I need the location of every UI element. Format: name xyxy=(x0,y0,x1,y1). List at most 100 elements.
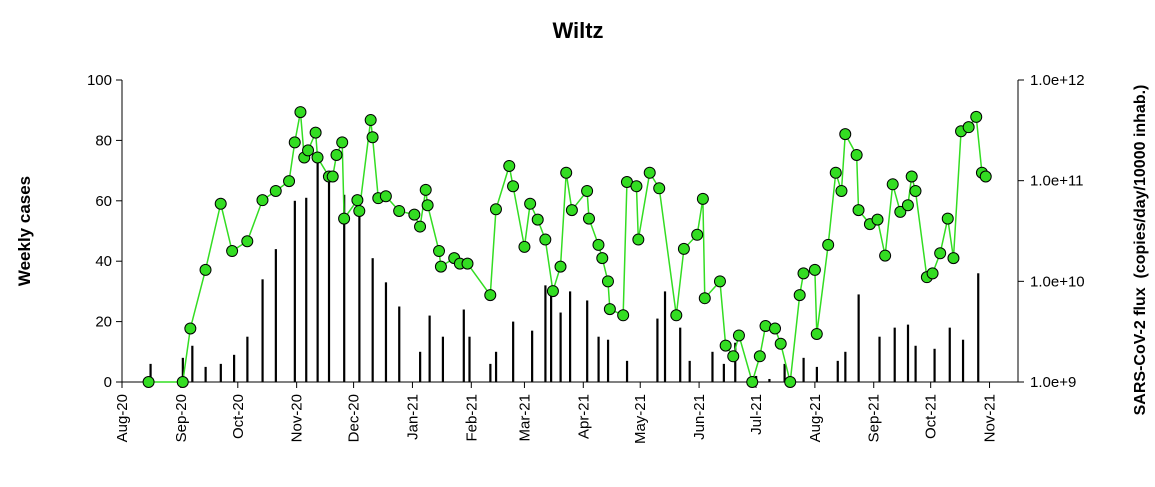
flux-point xyxy=(691,228,704,241)
bar xyxy=(783,363,786,382)
flux-point xyxy=(698,292,711,305)
y-tick-label: 20 xyxy=(95,314,112,331)
x-tick-label: Mar-21 xyxy=(516,394,533,442)
x-tick-label: Oct-21 xyxy=(923,394,940,439)
bar xyxy=(663,291,667,382)
flux-point xyxy=(774,337,787,350)
bar xyxy=(711,351,714,382)
flux-point xyxy=(852,204,865,217)
flux-point xyxy=(696,192,709,205)
y2-tick-label: 1.0e+10 xyxy=(1030,273,1085,290)
flux-point xyxy=(366,131,379,144)
bar xyxy=(468,336,471,382)
bar xyxy=(569,291,572,382)
flux-point xyxy=(461,257,474,270)
flux-point xyxy=(336,136,349,149)
bar xyxy=(893,327,896,382)
flux-point xyxy=(302,144,315,157)
bar xyxy=(857,294,860,382)
flux-point xyxy=(947,252,960,265)
flux-point xyxy=(433,245,446,258)
bar xyxy=(836,360,839,382)
flux-point xyxy=(894,205,907,218)
x-tick-label: Oct-20 xyxy=(230,394,247,439)
bar xyxy=(906,324,910,382)
flux-point xyxy=(839,128,852,141)
flux-point xyxy=(979,170,992,183)
flux-point xyxy=(379,190,392,203)
flux-point xyxy=(617,309,630,322)
bar xyxy=(606,339,610,382)
bar xyxy=(844,351,847,382)
bar xyxy=(398,306,401,382)
flux-point xyxy=(632,233,645,246)
flux-point xyxy=(539,233,552,246)
bar xyxy=(305,197,308,382)
flux-point xyxy=(419,183,432,196)
flux-point xyxy=(746,376,759,388)
y-tick-label: 80 xyxy=(95,132,112,149)
flux-point xyxy=(507,180,520,193)
flux-point xyxy=(603,303,616,316)
x-tick-label: Apr-21 xyxy=(575,394,592,439)
bar xyxy=(586,300,589,382)
y-axis-title: Weekly cases xyxy=(15,176,34,286)
bar xyxy=(977,273,980,382)
y-tick-label: 0 xyxy=(104,374,112,391)
flux-point xyxy=(727,350,740,363)
flux-point xyxy=(184,322,197,335)
flux-point xyxy=(581,184,594,197)
x-tick-label: May-21 xyxy=(632,394,649,444)
flux-point xyxy=(565,204,578,217)
bar xyxy=(204,366,207,382)
flux-point xyxy=(326,170,339,183)
bar xyxy=(316,158,319,382)
flux-point xyxy=(294,106,307,119)
flux-point xyxy=(810,327,823,340)
bar xyxy=(462,309,465,382)
bar xyxy=(246,336,249,382)
flux-point xyxy=(288,136,301,149)
flux-point xyxy=(713,275,726,288)
flux-point xyxy=(408,208,421,221)
flux-point xyxy=(582,212,595,225)
x-tick-label: Aug-20 xyxy=(114,394,131,442)
bar xyxy=(219,363,222,382)
bar xyxy=(688,360,691,382)
flux-point xyxy=(643,166,656,179)
bar xyxy=(550,288,553,382)
bar xyxy=(544,285,547,382)
flux-point xyxy=(364,114,377,127)
bar xyxy=(961,339,965,382)
flux-point xyxy=(309,126,322,139)
flux-point xyxy=(330,148,343,161)
flux-point xyxy=(503,159,516,172)
bar xyxy=(233,354,236,382)
bar xyxy=(531,330,534,382)
flux-point xyxy=(970,110,983,123)
y-tick-label: 60 xyxy=(95,193,112,210)
bar xyxy=(274,249,277,382)
flux-point xyxy=(670,309,683,322)
bar xyxy=(625,360,629,382)
bar xyxy=(181,357,184,382)
x-tick-label: Dec-20 xyxy=(346,394,363,442)
bar xyxy=(933,348,936,382)
flux-point xyxy=(829,166,842,179)
flux-point xyxy=(199,263,212,276)
bar xyxy=(384,282,388,382)
flux-point xyxy=(311,151,324,164)
flux-point xyxy=(393,204,406,217)
flux-point xyxy=(901,199,914,212)
bar xyxy=(559,312,562,382)
flux-point xyxy=(941,212,954,225)
bar xyxy=(948,327,951,382)
flux-point xyxy=(596,252,609,265)
x-tick-label: Jun-21 xyxy=(691,394,708,440)
flux-point xyxy=(226,245,239,258)
flux-point xyxy=(653,182,666,195)
bar xyxy=(722,363,725,382)
flux-point xyxy=(784,376,797,388)
flux-point xyxy=(630,180,643,193)
